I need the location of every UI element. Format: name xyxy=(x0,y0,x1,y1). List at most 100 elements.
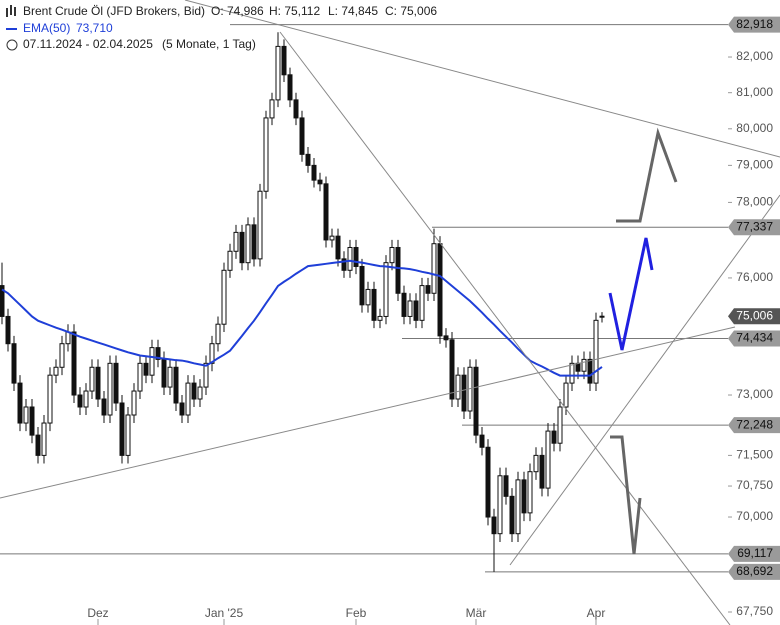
level-label: 72,248 xyxy=(736,417,773,431)
candle-body xyxy=(77,394,83,408)
candle-body xyxy=(215,323,221,345)
candle-body xyxy=(107,362,113,416)
date-range: 07.11.2024 - 02.04.2025 xyxy=(23,37,153,51)
level-label: 77,337 xyxy=(736,219,773,233)
candle-body xyxy=(209,343,215,364)
candle-body xyxy=(449,339,455,400)
candle-body xyxy=(65,331,71,345)
candle-body xyxy=(35,434,41,456)
candle-body xyxy=(527,471,533,514)
candle-body xyxy=(245,224,251,264)
chart-icon xyxy=(6,5,16,17)
candle-body xyxy=(509,495,515,535)
candle-body xyxy=(521,479,527,514)
candle-body xyxy=(95,366,101,400)
candle-body xyxy=(191,382,197,400)
candle-body xyxy=(455,374,461,400)
x-tick-label: Jan '25 xyxy=(205,606,244,620)
candle-body xyxy=(329,235,335,241)
level-tag xyxy=(728,16,780,33)
candle-body xyxy=(431,243,437,294)
candle-body xyxy=(167,366,173,388)
candle-body xyxy=(269,99,275,119)
y-tick-label: 76,000 xyxy=(736,270,773,284)
candle-body xyxy=(401,292,407,317)
level-tag xyxy=(728,330,780,347)
candle-body xyxy=(341,258,347,271)
scenario-arrow xyxy=(616,127,678,223)
candle-body xyxy=(383,262,389,317)
candle-body xyxy=(575,362,581,372)
candle-body xyxy=(89,366,95,392)
candle-body xyxy=(131,390,137,416)
candle-body xyxy=(371,288,377,321)
x-tick-label: Feb xyxy=(346,606,367,620)
candle-body xyxy=(377,315,383,321)
scenario-arrow xyxy=(610,435,642,555)
y-tick-label: 70,750 xyxy=(736,478,773,492)
candle-body xyxy=(161,358,167,388)
level-label: 75,006 xyxy=(736,308,773,322)
level-tag xyxy=(728,545,780,562)
candle-body xyxy=(515,479,521,535)
x-tick-label: Dez xyxy=(87,606,108,620)
candle-body xyxy=(59,343,65,368)
candle-body xyxy=(473,366,479,436)
candle-body xyxy=(533,454,539,473)
candle-body xyxy=(185,382,191,416)
candle-body xyxy=(563,382,569,408)
candle-body xyxy=(47,374,53,424)
candle-body xyxy=(593,319,599,384)
candle-body xyxy=(263,117,269,192)
candle-body xyxy=(137,362,143,392)
candle-body xyxy=(143,362,149,376)
candle-body xyxy=(581,358,587,372)
candle-body xyxy=(71,331,77,396)
candle-body xyxy=(545,430,551,489)
candle-body xyxy=(353,246,359,267)
x-tick-label: Mär xyxy=(466,606,487,620)
candle-body xyxy=(101,398,107,416)
y-tick-label: 71,500 xyxy=(736,448,773,462)
candle-body xyxy=(413,300,419,321)
level-tag xyxy=(728,417,780,434)
level-tag xyxy=(728,219,780,236)
candle-body xyxy=(485,446,491,518)
y-tick-label: 81,000 xyxy=(736,85,773,99)
candle-body xyxy=(425,285,431,294)
candle-body xyxy=(23,406,29,424)
candle-body xyxy=(389,246,395,264)
trendline xyxy=(279,31,731,625)
candle-body xyxy=(5,315,11,345)
candle-body xyxy=(251,224,257,260)
candle-body xyxy=(29,406,35,436)
candle-body xyxy=(395,246,401,294)
candle-body xyxy=(275,45,281,101)
ohlc-close: C: 75,006 xyxy=(385,4,437,18)
candle-body xyxy=(233,231,239,252)
candle-body xyxy=(149,347,155,376)
candle-body xyxy=(17,382,23,424)
candle-body xyxy=(479,434,485,448)
y-tick-label: 78,000 xyxy=(736,195,773,209)
ema-name: EMA(50) xyxy=(23,21,70,35)
candle-body xyxy=(497,475,503,535)
candle-body xyxy=(557,406,563,444)
y-tick-label: 73,000 xyxy=(736,387,773,401)
y-tick-label: 70,000 xyxy=(736,509,773,523)
candle-body xyxy=(443,335,449,341)
ohlc-high: H: 75,112 xyxy=(269,4,320,18)
y-tick-label: 80,000 xyxy=(736,121,773,135)
candle-body xyxy=(179,402,185,416)
candle-body xyxy=(437,243,443,337)
candle-body xyxy=(587,358,593,384)
ohlc-open: O: 74,986 xyxy=(211,4,264,18)
candle-body xyxy=(53,366,59,376)
scenario-arrow xyxy=(608,237,654,351)
candle-body xyxy=(599,315,605,318)
candle-body xyxy=(197,386,203,400)
ema-line xyxy=(1,259,603,377)
trendline xyxy=(509,194,780,566)
level-label: 82,918 xyxy=(736,17,773,31)
